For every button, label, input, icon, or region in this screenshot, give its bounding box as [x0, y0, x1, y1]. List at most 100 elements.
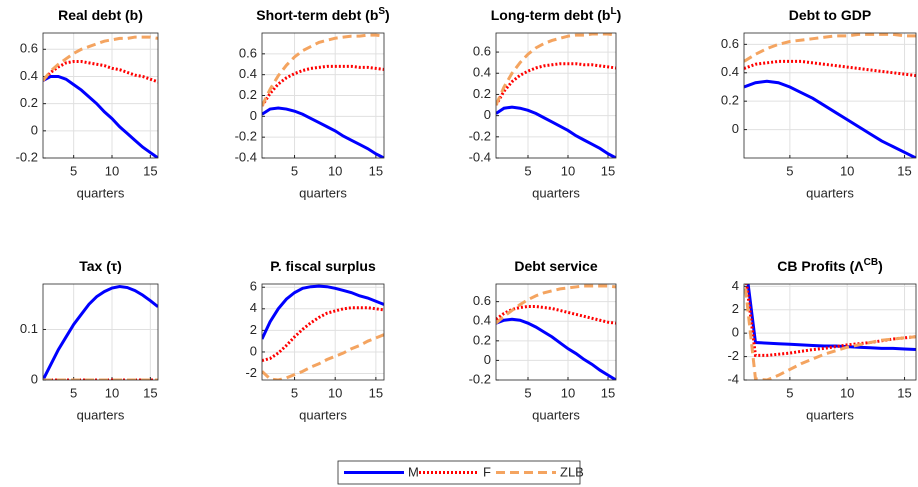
x-tick-label: 5 — [70, 163, 77, 178]
legend-label: ZLB — [560, 464, 584, 479]
y-tick-label: 0.4 — [239, 66, 257, 81]
x-tick-label: 5 — [786, 385, 793, 400]
title-text: Real debt (b) — [58, 7, 143, 23]
y-tick-label: 0 — [250, 343, 257, 358]
axes-box — [261, 32, 385, 159]
x-tick-label: 15 — [369, 385, 383, 400]
y-tick-label: 0.4 — [20, 68, 38, 83]
series-line — [262, 64, 384, 107]
y-tick-label: 2 — [250, 322, 257, 337]
y-tick-label: -0.2 — [469, 128, 491, 143]
y-tick-label: 4 — [732, 278, 739, 293]
x-tick-label: 5 — [70, 385, 77, 400]
y-tick-label: 0 — [31, 122, 38, 137]
panel-title: CB Profits (ΛCB) — [777, 257, 882, 274]
y-tick-label: 0 — [484, 352, 491, 367]
plot-area — [496, 284, 616, 380]
x-tick-label: 5 — [291, 163, 298, 178]
y-tick-label: 0.6 — [20, 41, 38, 56]
y-tick-label: -0.4 — [235, 149, 257, 164]
legend-label: M — [408, 464, 419, 479]
x-tick-label: 5 — [524, 163, 531, 178]
series-line — [496, 317, 616, 380]
y-tick-label: 0 — [484, 107, 491, 122]
x-axis-label: quarters — [806, 407, 854, 422]
x-axis-label: quarters — [299, 407, 347, 422]
panel: -0.4 -0.2 0 0.2 0.4 0.6 5 10 15 Long-term debt (b… — [469, 6, 622, 201]
series-line — [744, 284, 916, 380]
y-tick-label: 0.2 — [20, 95, 38, 110]
y-tick-label: 0.6 — [239, 45, 257, 60]
panel-title: Debt service — [514, 258, 597, 274]
panel: 0 0.1 5 10 15 Tax (τ) quarters — [20, 258, 159, 422]
y-tick-label: -0.4 — [469, 149, 491, 164]
title-end: ) — [617, 7, 622, 23]
x-axis-label: quarters — [806, 185, 854, 200]
y-tick-label: 0 — [732, 325, 739, 340]
panel: -4 -2 0 2 4 5 10 15 CB Profits (ΛCB) quarters — [727, 257, 917, 422]
plot-area — [43, 284, 158, 380]
y-tick-label: 4 — [250, 300, 257, 315]
title-end: ) — [385, 7, 390, 23]
y-tick-label: 0.4 — [473, 313, 491, 328]
x-tick-label: 5 — [291, 385, 298, 400]
panel: -0.4 -0.2 0 0.2 0.4 0.6 5 10 15 Short-term debt (… — [235, 6, 390, 201]
x-tick-label: 10 — [105, 163, 119, 178]
title-text: Short-term debt (b — [256, 7, 378, 23]
y-tick-label: -0.2 — [16, 149, 38, 164]
plot-area — [744, 33, 916, 158]
y-tick-label: 0 — [732, 121, 739, 136]
x-tick-label: 10 — [105, 385, 119, 400]
title-text: Debt to GDP — [789, 7, 871, 23]
y-tick-label: 0.6 — [721, 36, 739, 51]
panel: 0 0.2 0.4 0.6 5 10 15 Debt to GDP quarters — [721, 7, 917, 200]
y-tick-label: -0.2 — [235, 129, 257, 144]
title-end: ) — [878, 258, 883, 274]
y-tick-label: -0.2 — [469, 371, 491, 386]
x-tick-label: 10 — [561, 163, 575, 178]
y-tick-label: 0.2 — [239, 87, 257, 102]
series-line — [496, 33, 616, 106]
y-tick-label: -4 — [727, 371, 739, 386]
title-superscript: L — [610, 6, 616, 17]
title-text: P. fiscal surplus — [270, 258, 376, 274]
panel-title: Tax (τ) — [79, 258, 122, 274]
y-tick-label: 6 — [250, 279, 257, 294]
y-tick-label: -2 — [727, 348, 739, 363]
x-tick-label: 15 — [897, 163, 911, 178]
panel-title: Long-term debt (bL) — [491, 6, 622, 23]
x-tick-label: 10 — [328, 163, 342, 178]
x-axis-label: quarters — [299, 185, 347, 200]
series-line — [262, 306, 384, 363]
x-tick-label: 5 — [524, 385, 531, 400]
y-tick-label: 0.6 — [473, 44, 491, 59]
series-line — [744, 33, 916, 63]
x-axis-label: quarters — [77, 185, 125, 200]
panel-title: P. fiscal surplus — [270, 258, 376, 274]
y-tick-label: 0.4 — [721, 64, 739, 79]
panel: -0.2 0 0.2 0.4 0.6 5 10 15 Debt service quarters — [469, 258, 617, 422]
plot-area — [744, 284, 916, 380]
axes-box — [495, 32, 617, 159]
x-tick-label: 15 — [897, 385, 911, 400]
x-tick-label: 15 — [143, 163, 157, 178]
series-line — [496, 305, 616, 325]
panel-title: Debt to GDP — [789, 7, 871, 23]
series-line — [745, 284, 916, 357]
axes-box — [495, 283, 617, 381]
series-line — [43, 74, 158, 158]
title-superscript: S — [378, 6, 385, 17]
series-line — [262, 106, 384, 158]
x-tick-label: 15 — [601, 385, 615, 400]
series-line — [744, 59, 916, 78]
panel-title: Real debt (b) — [58, 7, 143, 23]
x-tick-label: 15 — [601, 163, 615, 178]
x-tick-label: 10 — [328, 385, 342, 400]
x-tick-label: 10 — [840, 385, 854, 400]
plot-area — [262, 284, 384, 380]
series-line — [262, 284, 384, 340]
title-text: Tax (τ) — [79, 258, 122, 274]
series-line — [262, 333, 384, 380]
y-tick-label: 0.4 — [473, 65, 491, 80]
axes-box — [261, 283, 385, 381]
